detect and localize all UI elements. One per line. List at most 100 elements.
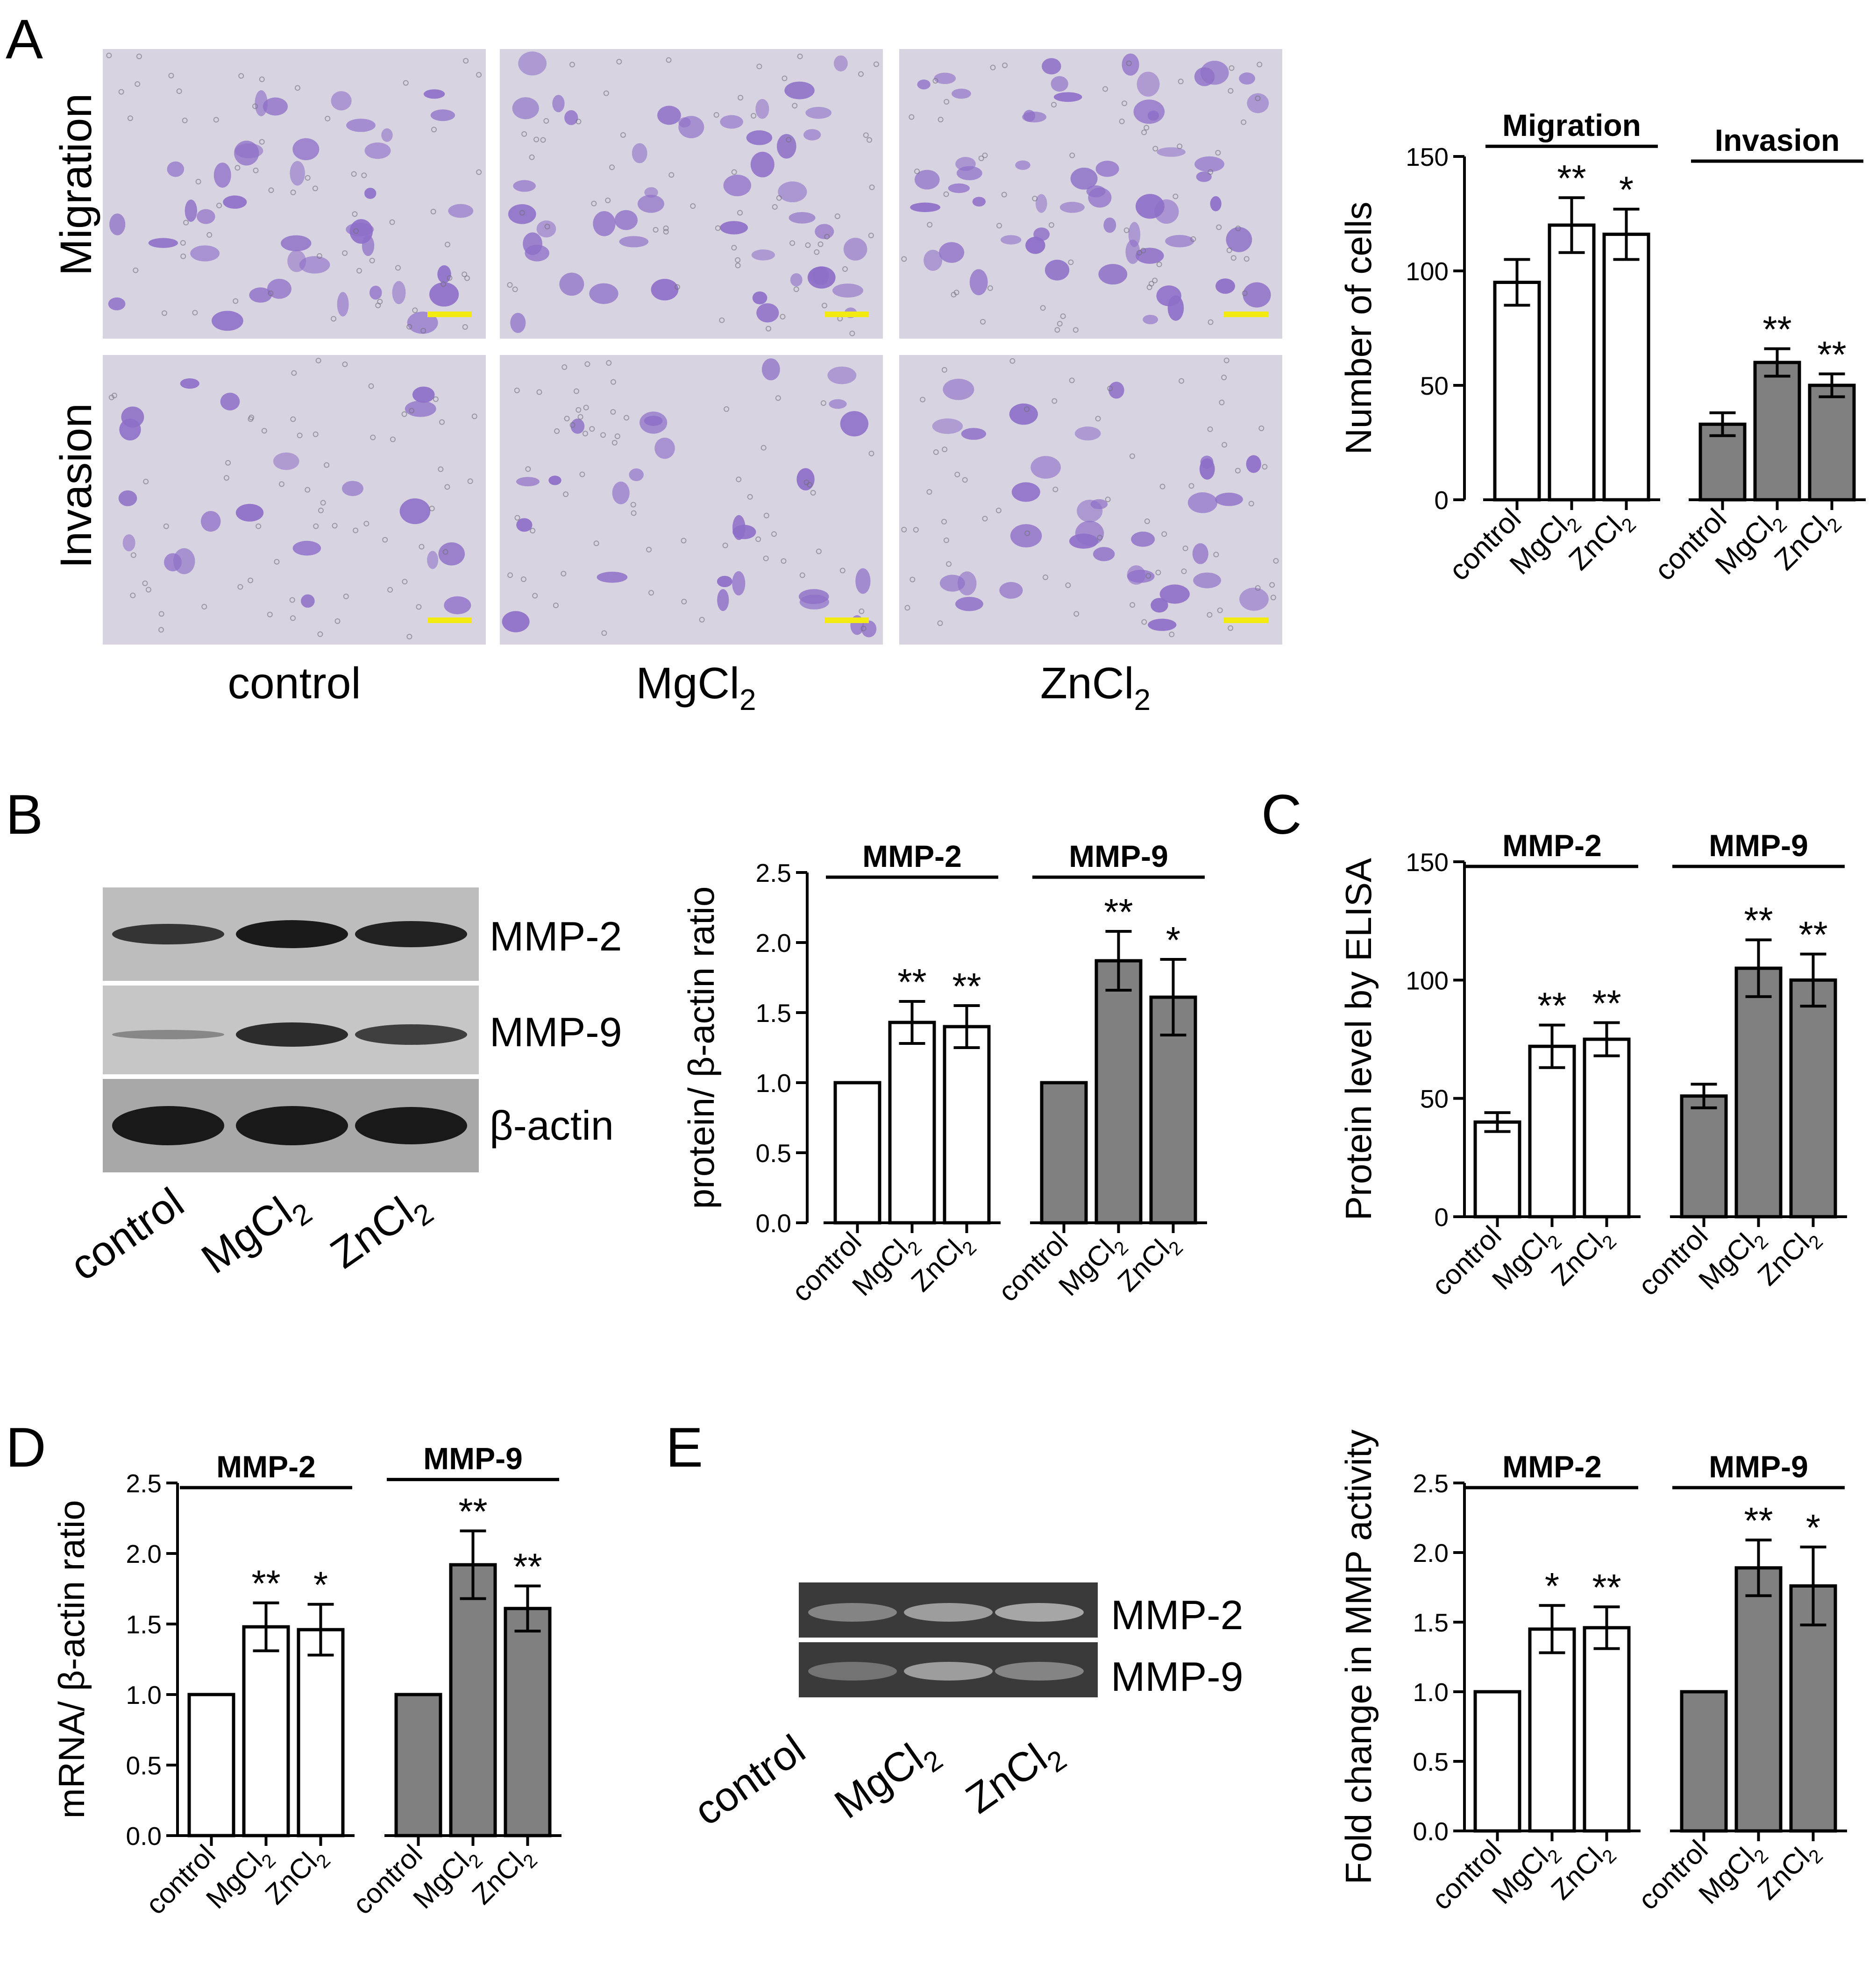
- y-axis-title: Protein level by ELISA: [1338, 858, 1379, 1220]
- bar: [1040, 1081, 1088, 1225]
- panel-label-d: D: [6, 1416, 46, 1479]
- significance-stars: **: [1744, 1500, 1773, 1541]
- panel-label-a: A: [6, 8, 43, 71]
- series-name-label: MMP-2: [862, 839, 962, 873]
- blot-band: [355, 921, 467, 947]
- significance-stars: **: [1592, 983, 1621, 1024]
- significance-stars: *: [1166, 919, 1180, 961]
- bar: [1473, 1690, 1521, 1833]
- significance-stars: *: [1619, 169, 1634, 211]
- gel-lane-zncl2: ZnCl2: [958, 1725, 1072, 1828]
- significance-stars: **: [1744, 900, 1773, 941]
- series-name-label: MMP-9: [1069, 839, 1168, 873]
- transwell-micrographs: [103, 49, 1282, 645]
- y-tick-label: 50: [1420, 1085, 1449, 1114]
- bar: [1734, 966, 1783, 1219]
- significance-stars: *: [1545, 1565, 1559, 1607]
- gel-band: [904, 1603, 993, 1622]
- bar: [1808, 383, 1856, 502]
- micrograph-tile: [500, 49, 883, 339]
- significance-stars: **: [1817, 334, 1846, 376]
- micrograph-tile: [899, 355, 1282, 645]
- y-tick-label: 2.5: [756, 858, 791, 887]
- micrograph-tile: [500, 355, 883, 645]
- y-tick-label: 0.0: [126, 1822, 162, 1851]
- y-tick-label: 1.0: [1413, 1678, 1449, 1707]
- y-tick-label: 100: [1406, 257, 1449, 286]
- zymography-gel: [799, 1582, 1098, 1697]
- y-tick-label: 1.5: [1413, 1608, 1449, 1637]
- series-name-label: MMP-2: [1502, 1449, 1602, 1484]
- significance-stars: *: [1806, 1507, 1820, 1548]
- bar-chart-protein-ratio: 0.0 0.5 1.0 1.5 2.0 2.5 protein/ β-actin ratio…: [681, 839, 1207, 1308]
- bar: [1528, 1044, 1576, 1219]
- bar: [1698, 422, 1747, 502]
- y-tick-label: 0.5: [756, 1139, 791, 1168]
- y-tick-label: 1.5: [126, 1610, 162, 1639]
- significance-stars: *: [313, 1564, 328, 1606]
- x-category-label: ZnCl2: [1752, 1834, 1827, 1910]
- y-tick-label: 2.5: [126, 1469, 162, 1498]
- bar: [943, 1025, 991, 1225]
- series-name-label: MMP-9: [1709, 1449, 1808, 1484]
- y-tick-label: 2.5: [1413, 1469, 1449, 1498]
- bar: [1680, 1690, 1728, 1833]
- y-tick-label: 2.0: [126, 1539, 162, 1568]
- x-category-label: control: [347, 1839, 428, 1921]
- significance-stars: **: [1592, 1567, 1621, 1608]
- blot-band: [112, 1106, 224, 1145]
- bar: [449, 1563, 497, 1837]
- micrograph-tile: [103, 49, 486, 339]
- y-axis-title: protein/ β-actin ratio: [681, 887, 722, 1209]
- x-category-label: ZnCl2: [259, 1839, 335, 1915]
- y-tick-label: 0: [1434, 1203, 1449, 1232]
- bar: [297, 1628, 345, 1837]
- significance-stars: **: [1104, 891, 1133, 933]
- bar: [1583, 1037, 1631, 1219]
- blot-lane-control: control: [62, 1179, 192, 1290]
- bar-chart-mmp-activity: 0.0 0.5 1.0 1.5 2.0 2.5 Fold change in MMP act…: [1338, 1430, 1847, 1916]
- x-category-label: ZnCl2: [1112, 1226, 1187, 1302]
- bar: [242, 1625, 290, 1837]
- row-label-migration: Migration: [51, 93, 101, 276]
- significance-stars: **: [1537, 985, 1566, 1027]
- y-tick-label: 1.0: [126, 1681, 162, 1709]
- x-category-label: control: [1632, 1220, 1714, 1302]
- gel-label-mmp2: MMP-2: [1111, 1592, 1244, 1638]
- bar: [394, 1693, 442, 1837]
- bar: [833, 1081, 881, 1225]
- y-tick-label: 0: [1434, 486, 1449, 515]
- y-axis-title: mRNA/ β-actin ratio: [51, 1500, 92, 1818]
- bar: [1548, 223, 1596, 502]
- y-tick-label: 0.0: [756, 1209, 791, 1238]
- significance-stars: **: [1557, 157, 1586, 199]
- panel-label-e: E: [666, 1416, 703, 1479]
- scale-bar: [824, 617, 869, 623]
- blot-band: [236, 1106, 348, 1145]
- significance-stars: **: [897, 961, 926, 1003]
- y-tick-label: 1.5: [756, 999, 791, 1028]
- significance-stars: **: [952, 965, 981, 1007]
- x-category-label: control: [786, 1226, 867, 1308]
- bar-chart-elisa: 0 50 100 150 Protein level by ELISA MMP-2 cont…: [1338, 828, 1847, 1302]
- bar: [1734, 1566, 1783, 1833]
- bar: [888, 1021, 936, 1225]
- scale-bar: [1224, 312, 1268, 317]
- y-tick-label: 100: [1406, 966, 1449, 995]
- y-tick-label: 1.0: [756, 1069, 791, 1098]
- x-category-label: control: [1632, 1834, 1714, 1916]
- bar: [1680, 1094, 1728, 1219]
- blot-lane-zncl2: ZnCl2: [322, 1179, 439, 1284]
- y-tick-label: 0.5: [1413, 1747, 1449, 1776]
- bar: [1493, 281, 1541, 502]
- series-name-label: MMP-2: [216, 1449, 316, 1484]
- scale-bar: [427, 312, 472, 317]
- blot-label-mmp2: MMP-2: [490, 913, 622, 959]
- blot-label-actin: β-actin: [490, 1102, 614, 1149]
- bar: [1602, 233, 1650, 502]
- x-category-label: ZnCl2: [1563, 503, 1641, 580]
- gel-band: [904, 1662, 993, 1681]
- col-label-control: control: [227, 659, 361, 708]
- y-tick-label: 150: [1406, 848, 1449, 877]
- micrograph-tile: [103, 355, 486, 645]
